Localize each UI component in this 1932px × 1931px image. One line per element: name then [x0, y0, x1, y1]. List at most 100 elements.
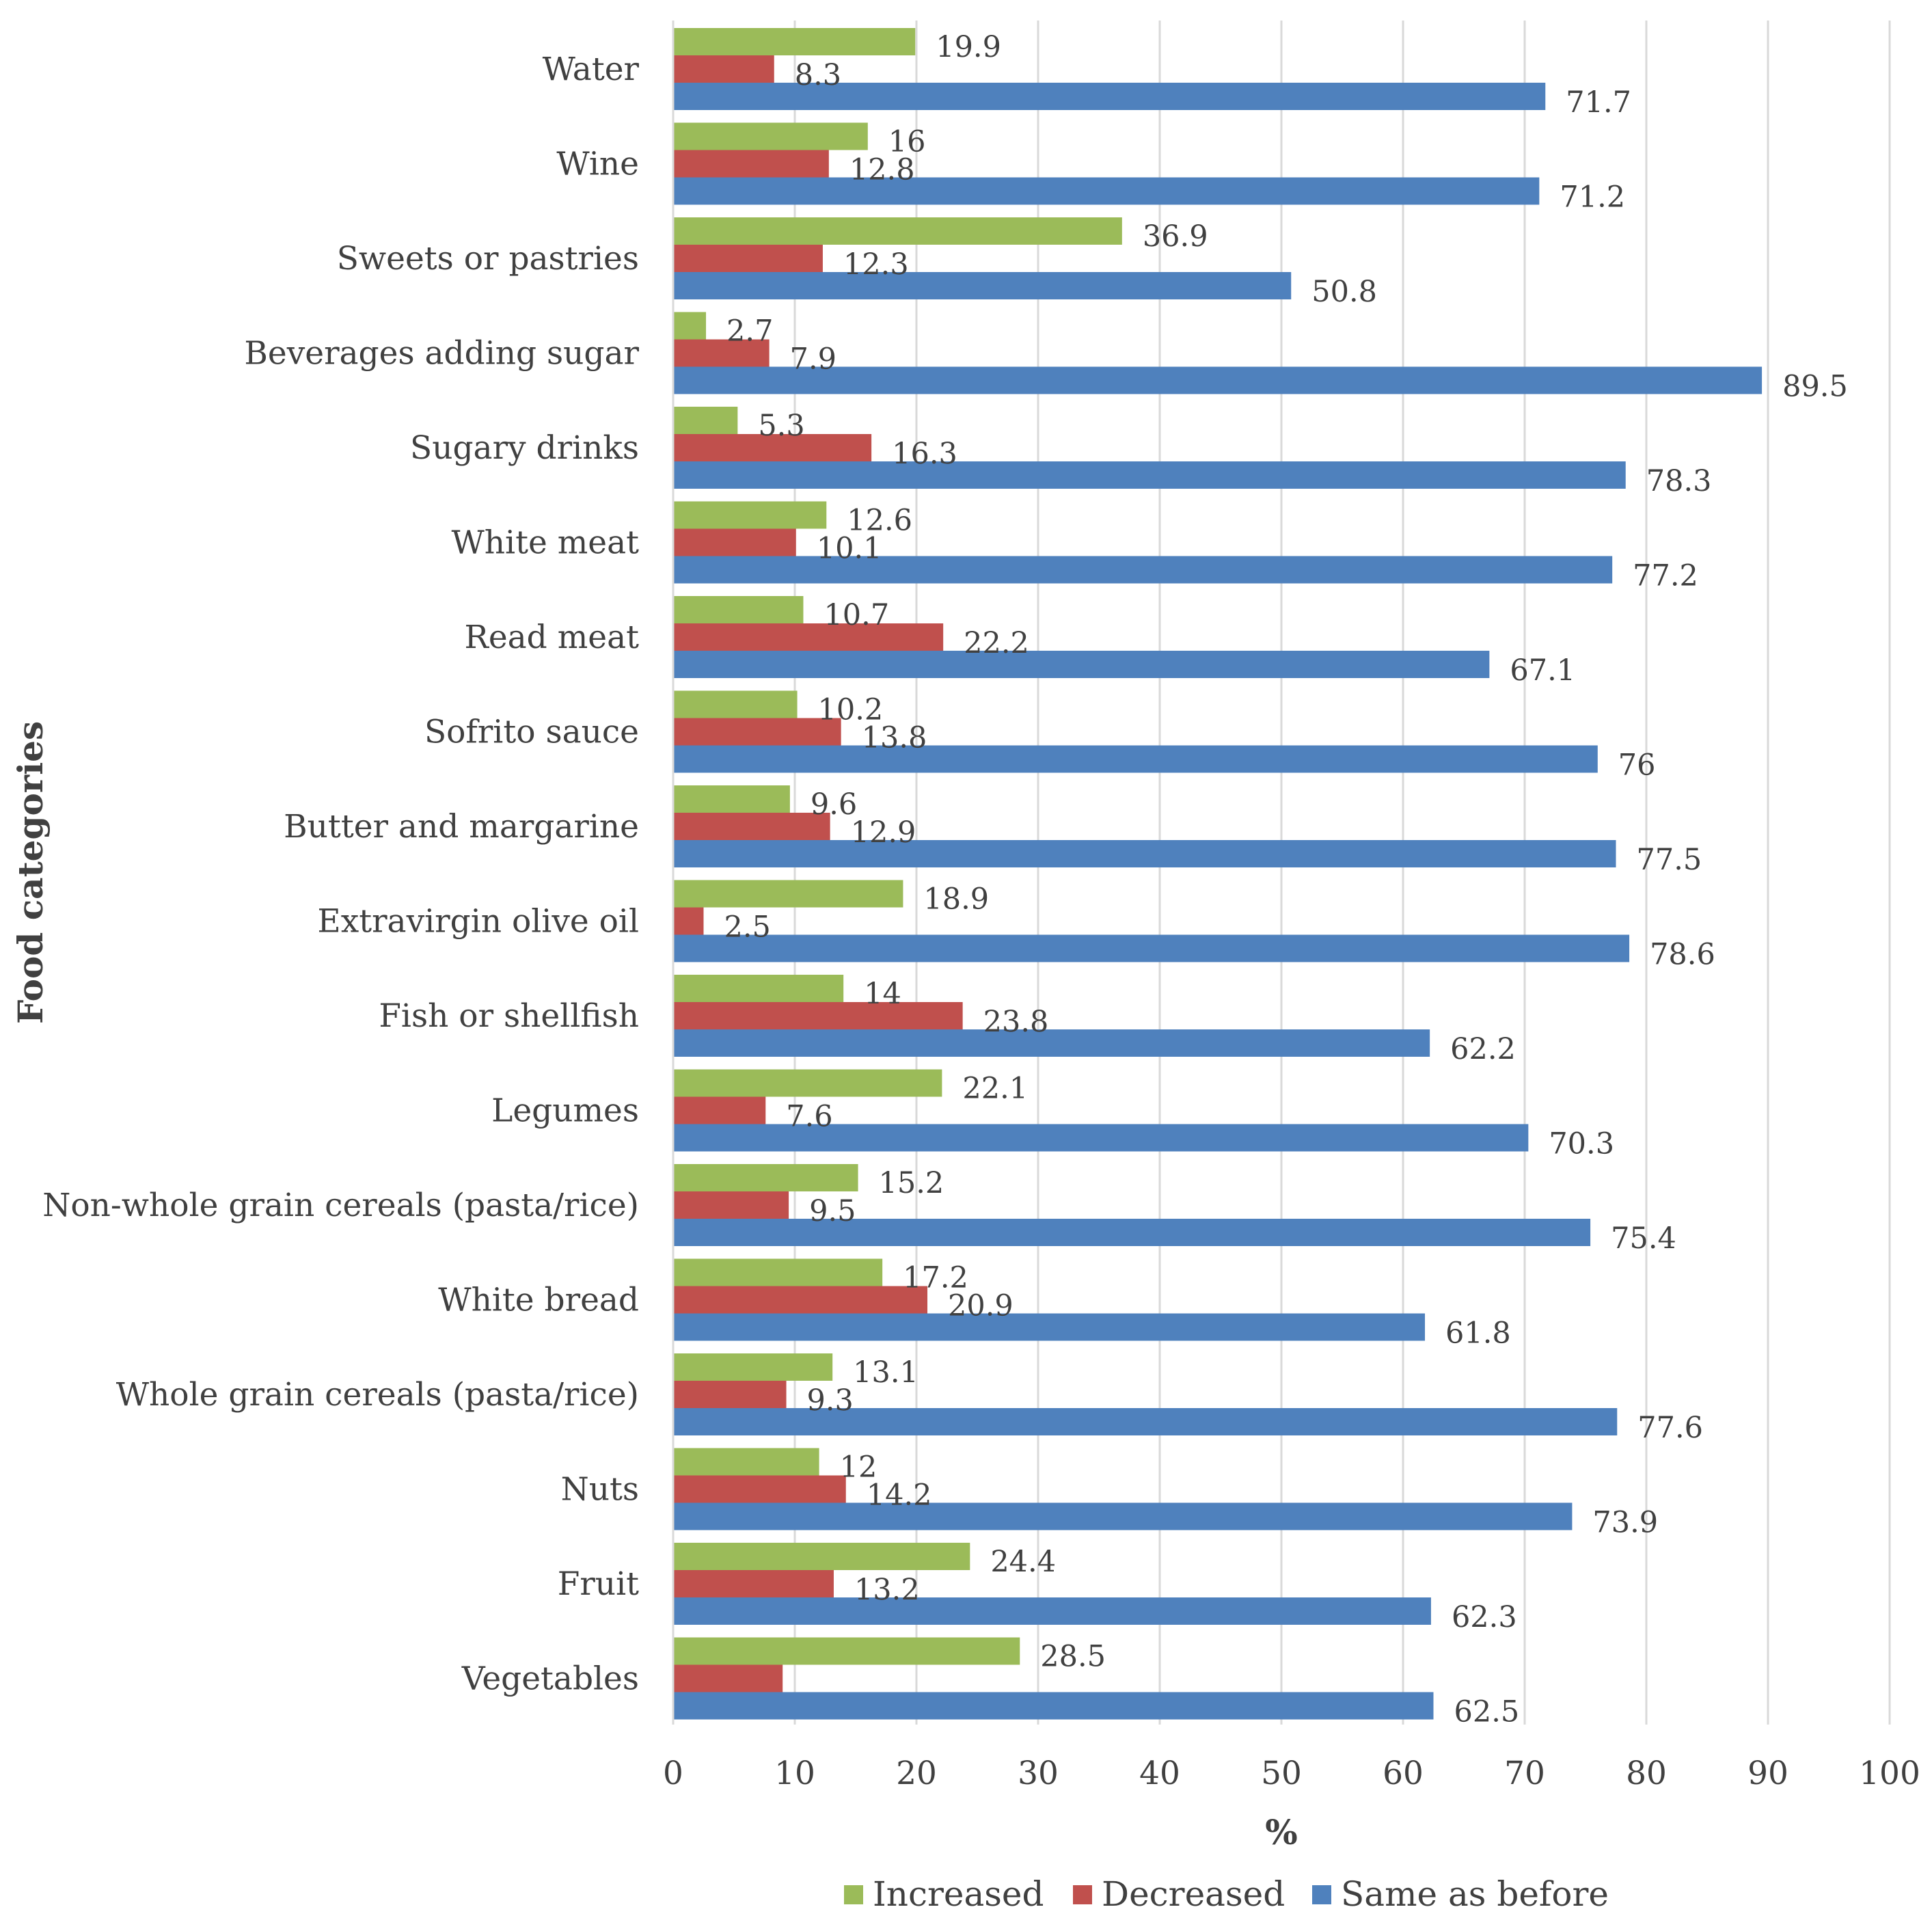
- legend-label: Decreased: [1102, 1874, 1285, 1914]
- bar-decreased: [673, 1664, 783, 1692]
- bar-decreased: [673, 1381, 787, 1408]
- bar-increased: [673, 596, 804, 623]
- bar-increased: [673, 28, 916, 55]
- bar-increased: [673, 1164, 858, 1191]
- x-tick-label: 10: [774, 1755, 815, 1792]
- data-label: 76: [1618, 748, 1656, 783]
- bar-same-as-before: [673, 1219, 1591, 1246]
- bar-decreased: [673, 623, 944, 651]
- category-label: Read meat: [464, 619, 639, 656]
- bar-same-as-before: [673, 934, 1630, 962]
- bar-increased: [673, 1543, 970, 1570]
- bar-increased: [673, 122, 868, 150]
- data-label: 15.2: [879, 1166, 944, 1200]
- legend-swatch: [1073, 1885, 1092, 1904]
- data-label: 13.2: [854, 1573, 920, 1607]
- data-label: 61.8: [1445, 1316, 1511, 1351]
- data-label: 12.8: [849, 153, 915, 187]
- bar-decreased: [673, 907, 704, 935]
- data-label: 70.3: [1549, 1127, 1614, 1161]
- bar-increased: [673, 1069, 942, 1097]
- data-label: 12.3: [843, 247, 909, 282]
- bar-increased: [673, 1258, 883, 1286]
- data-label: 9.5: [809, 1194, 856, 1228]
- bar-increased: [673, 975, 844, 1002]
- data-label: 10.2: [818, 693, 884, 727]
- category-label: Fruit: [558, 1565, 639, 1603]
- bar-same-as-before: [673, 1124, 1529, 1152]
- x-tick-label: 40: [1139, 1755, 1180, 1792]
- category-label: White bread: [438, 1282, 639, 1319]
- bar-decreased: [673, 813, 830, 840]
- bar-same-as-before: [673, 1502, 1573, 1530]
- bar-same-as-before: [673, 1597, 1431, 1625]
- data-label: 13.8: [862, 721, 927, 755]
- bar-same-as-before: [673, 1692, 1434, 1720]
- data-label: 62.3: [1452, 1600, 1517, 1634]
- bar-same-as-before: [673, 556, 1613, 584]
- bar-same-as-before: [673, 177, 1540, 205]
- bar-decreased: [673, 1191, 789, 1219]
- bar-same-as-before: [673, 840, 1616, 867]
- x-tick-label: 60: [1383, 1755, 1424, 1792]
- x-tick-label: 0: [663, 1755, 683, 1792]
- data-label: 62.2: [1450, 1032, 1516, 1066]
- legend: Increased Decreased Same as before: [844, 1874, 1609, 1914]
- data-label: 10.7: [824, 598, 889, 632]
- x-axis-title: %: [1265, 1812, 1298, 1852]
- data-label: 18.9: [923, 882, 989, 917]
- bar-decreased: [673, 1475, 846, 1503]
- data-label: 71.7: [1566, 85, 1631, 120]
- category-label: Legumes: [491, 1092, 639, 1130]
- bar-decreased: [673, 528, 796, 556]
- gridlines: [793, 21, 1891, 1725]
- data-label: 77.2: [1633, 559, 1698, 593]
- bar-same-as-before: [673, 83, 1546, 110]
- x-tick-label: 90: [1747, 1755, 1788, 1792]
- data-label: 16: [888, 125, 926, 159]
- data-label: 24.4: [990, 1545, 1056, 1579]
- bar-decreased: [673, 718, 841, 746]
- data-label: 77.5: [1637, 843, 1702, 877]
- bar-same-as-before: [673, 272, 1292, 299]
- category-label: Sugary drinks: [410, 429, 639, 467]
- data-label: 8.3: [795, 58, 841, 92]
- x-tick-label: 50: [1261, 1755, 1302, 1792]
- data-label: 7.6: [786, 1100, 832, 1134]
- bar-decreased: [673, 339, 770, 367]
- data-label: 67.1: [1510, 653, 1575, 688]
- legend-swatch: [1312, 1885, 1331, 1904]
- data-label: 12: [840, 1450, 877, 1485]
- data-label: 89.5: [1782, 370, 1848, 404]
- x-tick-label: 30: [1018, 1755, 1059, 1792]
- category-label: Butter and margarine: [284, 808, 639, 846]
- data-label: 19.9: [936, 30, 1001, 64]
- data-label: 50.8: [1311, 275, 1377, 309]
- data-label: 2.7: [726, 314, 773, 349]
- bar-increased: [673, 1353, 833, 1381]
- data-label: 14.2: [867, 1478, 932, 1513]
- bar-decreased: [673, 1286, 928, 1314]
- bar-decreased: [673, 150, 829, 178]
- data-label: 28.5: [1040, 1640, 1106, 1674]
- data-label: 12.6: [847, 504, 912, 538]
- data-label: 16.3: [892, 437, 957, 471]
- bar-same-as-before: [673, 745, 1598, 773]
- bar-same-as-before: [673, 461, 1626, 489]
- bar-increased: [673, 690, 798, 718]
- x-tick-label: 20: [896, 1755, 937, 1792]
- data-label: 22.1: [962, 1072, 1028, 1106]
- bar-increased: [673, 880, 903, 908]
- data-label: 10.1: [817, 532, 882, 566]
- bar-same-as-before: [673, 1029, 1430, 1057]
- y-axis-title: Food categories: [10, 721, 51, 1024]
- data-label: 9.6: [811, 787, 857, 822]
- bar-decreased: [673, 245, 823, 272]
- category-label: Non-whole grain cereals (pasta/rice): [42, 1187, 639, 1224]
- data-label: 23.8: [983, 1005, 1049, 1039]
- data-label: 36.9: [1143, 219, 1208, 254]
- category-label: Whole grain cereals (pasta/rice): [116, 1376, 639, 1414]
- x-tick-label: 70: [1504, 1755, 1545, 1792]
